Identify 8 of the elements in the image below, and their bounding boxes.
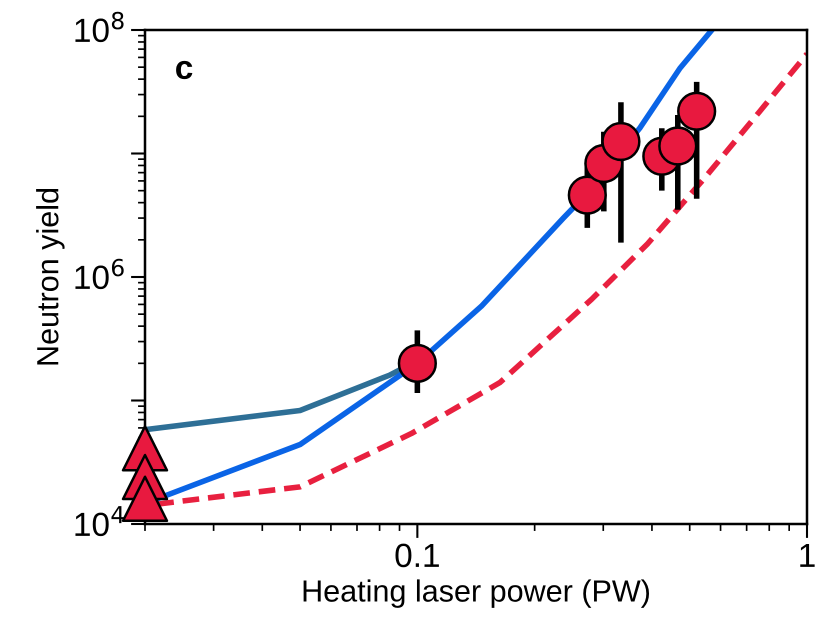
x-axis-title: Heating laser power (PW) <box>304 579 650 608</box>
y-tick-label: 10$^{8}$ <box>75 12 124 42</box>
y-tick-label: 10$^{6}$ <box>75 258 124 290</box>
x-tick-label: 1 <box>800 544 815 567</box>
y-axis-title: Neutron yield <box>36 188 65 365</box>
annotation: c <box>176 60 192 80</box>
x-tick-label: 0.1 <box>395 544 439 568</box>
y-tick-label: 10$^{4}$ <box>75 506 124 536</box>
